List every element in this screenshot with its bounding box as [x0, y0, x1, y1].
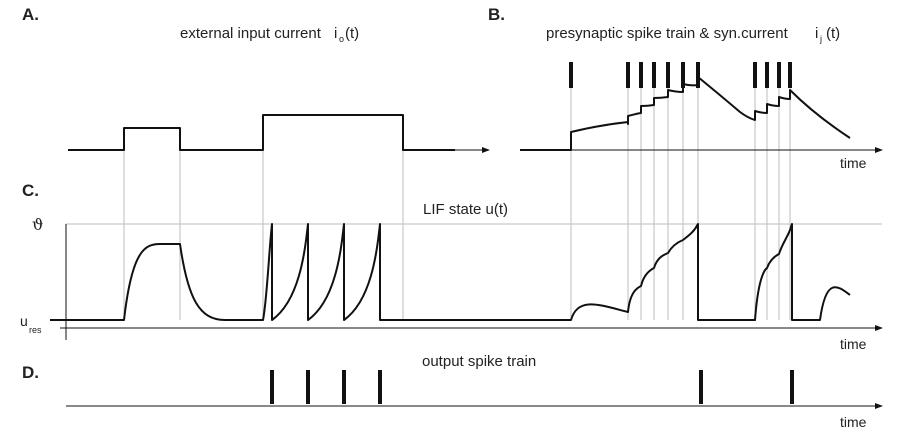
- panel-d: D. output spike train time: [22, 353, 883, 430]
- panel-a-label: A.: [22, 5, 39, 24]
- panel-b-symbol-arg: (t): [826, 25, 840, 42]
- reset-symbol: u: [20, 313, 28, 329]
- panel-a: A. external input current i o (t): [22, 5, 490, 153]
- panel-a-symbol-sub: o: [339, 34, 344, 44]
- panel-b-caption: presynaptic spike train & syn.current: [546, 25, 789, 42]
- panel-d-axis-label: time: [840, 414, 867, 430]
- input-current-trace: [68, 114, 455, 151]
- panel-d-label: D.: [22, 363, 39, 382]
- panel-d-axis-arrow: [875, 403, 883, 409]
- panel-b-axis-label: time: [840, 155, 867, 171]
- threshold-symbol: ϑ: [32, 215, 43, 234]
- panel-d-caption: output spike train: [422, 353, 536, 370]
- panel-b: B. presynaptic spike train & syn.current…: [488, 5, 883, 171]
- panel-a-caption: external input current: [180, 25, 322, 42]
- panel-c-caption: LIF state u(t): [423, 201, 508, 218]
- panel-b-label: B.: [488, 5, 505, 24]
- panel-c-axis-arrow: [875, 325, 883, 331]
- output-spikes: [270, 370, 794, 404]
- membrane-potential-trace: [50, 223, 851, 321]
- panel-a-symbol: i: [334, 25, 337, 42]
- panel-c: C. LIF state u(t) ϑ u res time: [20, 181, 883, 352]
- guide-lines: [66, 88, 882, 320]
- panel-c-label: C.: [22, 181, 39, 200]
- panel-b-symbol-sub: j: [819, 34, 822, 44]
- reset-symbol-sub: res: [29, 325, 42, 335]
- panel-b-axis-arrow: [875, 147, 883, 153]
- panel-c-axis-label: time: [840, 336, 867, 352]
- synaptic-current-trace: [520, 76, 851, 151]
- presynaptic-spikes: [569, 62, 792, 88]
- panel-b-symbol: i: [815, 25, 818, 42]
- panel-a-axis-arrow: [482, 147, 490, 153]
- panel-a-symbol-arg: (t): [345, 25, 359, 42]
